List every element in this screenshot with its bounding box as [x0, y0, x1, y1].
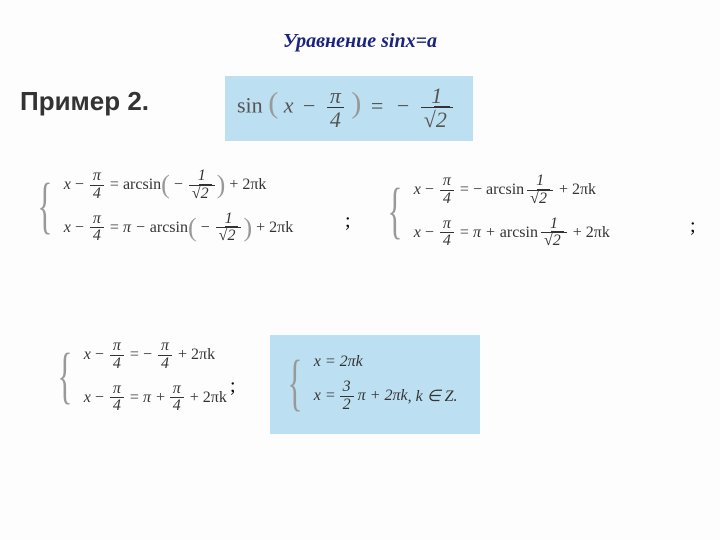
- semicolon: ;: [230, 375, 236, 398]
- var-x: x: [284, 93, 294, 118]
- semicolon: ;: [690, 215, 696, 238]
- left-brace-icon: {: [287, 365, 302, 402]
- eq-row: x = 2πk: [314, 353, 458, 371]
- semicolon: ;: [345, 210, 351, 233]
- page-title: Уравнение sinx=a: [283, 30, 437, 53]
- system-1: { x− π4 = arcsin ( − 12 ) + 2πk x− π4 = …: [30, 160, 297, 253]
- main-equation: sin ( x − π 4 ) = − 1 2: [225, 76, 473, 141]
- frac-pi-4: π 4: [327, 84, 344, 131]
- left-brace-icon: {: [57, 358, 72, 395]
- eq-row: x = 32 π + 2πk , k ∈ Z.: [314, 379, 458, 414]
- eq-row: x− π4 = arcsin ( − 12 ) + 2πk: [64, 168, 297, 203]
- frac-1-sqrt2: 1 2: [421, 84, 453, 131]
- answer-system: { x = 2πk x = 32 π + 2πk , k ∈ Z.: [270, 335, 480, 434]
- eq-row: x− π4 = − arcsin 12 + 2πk: [414, 173, 614, 208]
- example-label: Пример 2.: [20, 86, 149, 117]
- eq-row: x− π4 = π + arcsin 12 + 2πk: [414, 216, 614, 251]
- system-2: { x− π4 = − arcsin 12 + 2πk x− π4 = π + …: [380, 165, 614, 258]
- eq-row: x− π4 = π − arcsin ( − 12 ) + 2πk: [64, 211, 297, 246]
- eq-row: x− π4 = − π4 + 2πk: [84, 338, 231, 373]
- left-brace-icon: {: [37, 188, 52, 225]
- sin-fn: sin: [237, 93, 263, 118]
- eq-row: x− π4 = π + π4 + 2πk: [84, 381, 231, 416]
- left-brace-icon: {: [387, 193, 402, 230]
- system-3: { x− π4 = − π4 + 2πk x− π4 = π + π4 + 2π…: [50, 330, 231, 423]
